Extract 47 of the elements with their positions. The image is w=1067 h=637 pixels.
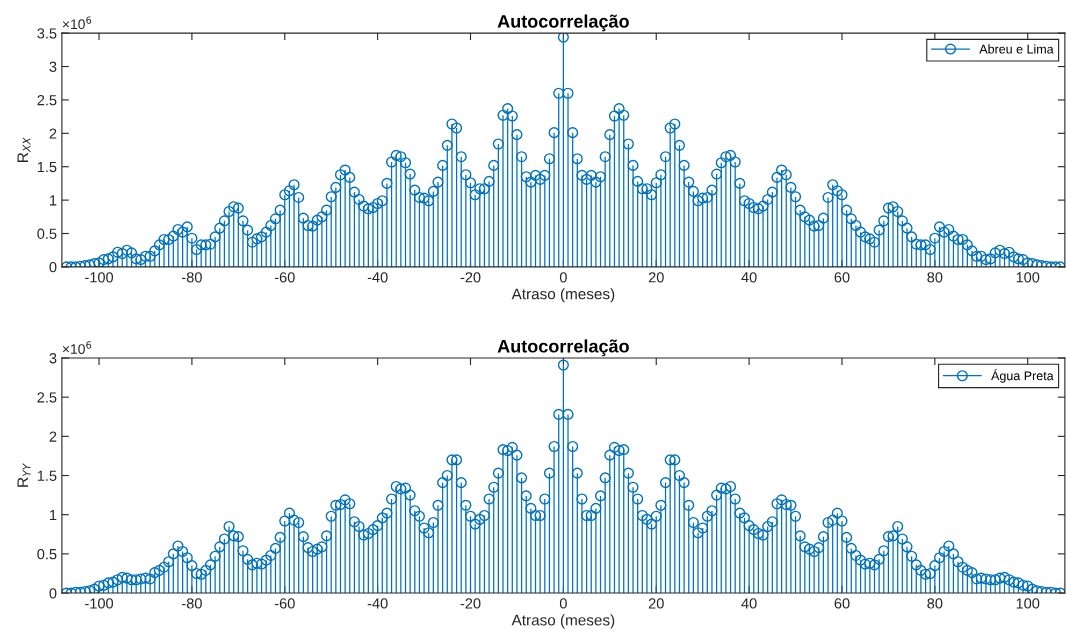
x-tick-label: -40 xyxy=(367,272,388,283)
x-tick-label: -100 xyxy=(85,598,114,609)
legend-label: Abreu e Lima xyxy=(979,44,1054,54)
x-tick-label: 0 xyxy=(559,272,567,283)
x-tick-label: 20 xyxy=(648,272,664,283)
x-tick-label: -100 xyxy=(85,272,114,283)
y-tick-label: 1 xyxy=(50,509,57,520)
chart-title: Autocorrelação xyxy=(497,14,629,32)
x-tick-label: 40 xyxy=(741,598,757,609)
y-tick-label: 1.5 xyxy=(37,161,57,173)
x-tick-label: 60 xyxy=(834,598,850,609)
y-tick-label: 0.5 xyxy=(37,548,57,560)
x-tick-label: -60 xyxy=(274,598,295,609)
text: ×10$^{6}$ xyxy=(62,341,92,354)
y-axis-title: R$_{YY}$ xyxy=(17,462,31,487)
y-tick-label: 2 xyxy=(49,431,57,442)
text: ×10$^{6}$ xyxy=(62,16,92,30)
x-tick-label: -80 xyxy=(182,272,202,283)
x-tick-label: -20 xyxy=(460,272,481,283)
y-tick-label: 2 xyxy=(49,128,57,139)
chart-title: Autocorrelação xyxy=(497,339,629,357)
x-tick-label: 100 xyxy=(1016,272,1040,283)
x-tick-label: 0 xyxy=(559,598,567,609)
x-tick-label: 80 xyxy=(927,598,943,609)
x-tick-label: 100 xyxy=(1016,598,1040,609)
x-tick-label: -20 xyxy=(460,598,481,609)
y-tick-label: 0.5 xyxy=(37,228,57,239)
x-tick-label: 60 xyxy=(834,272,850,283)
x-axis-title: Atraso (meses) xyxy=(511,288,615,303)
legend-label: Água Preta xyxy=(991,369,1054,383)
x-tick-label: 40 xyxy=(741,272,757,283)
x-axis-title: Atraso (meses) xyxy=(511,614,615,629)
y-tick-label: 0 xyxy=(49,262,57,273)
y-tick-label: 0 xyxy=(49,588,57,599)
x-tick-label: 80 xyxy=(927,272,943,283)
y-tick-label: 1.5 xyxy=(37,470,57,481)
y-tick-label: 3 xyxy=(49,353,57,364)
y-tick-label: 1 xyxy=(50,195,57,206)
y-tick-label: 2.5 xyxy=(37,392,57,403)
x-tick-label: -80 xyxy=(182,598,202,609)
x-tick-label: 20 xyxy=(648,598,664,609)
y-tick-label: 3 xyxy=(49,61,57,72)
y-tick-label: 3.5 xyxy=(37,28,57,39)
x-tick-label: -40 xyxy=(367,598,388,609)
y-axis-title: R$_{XX}$ xyxy=(17,137,31,162)
x-tick-label: -60 xyxy=(274,272,295,283)
y-tick-label: 2.5 xyxy=(37,95,57,106)
